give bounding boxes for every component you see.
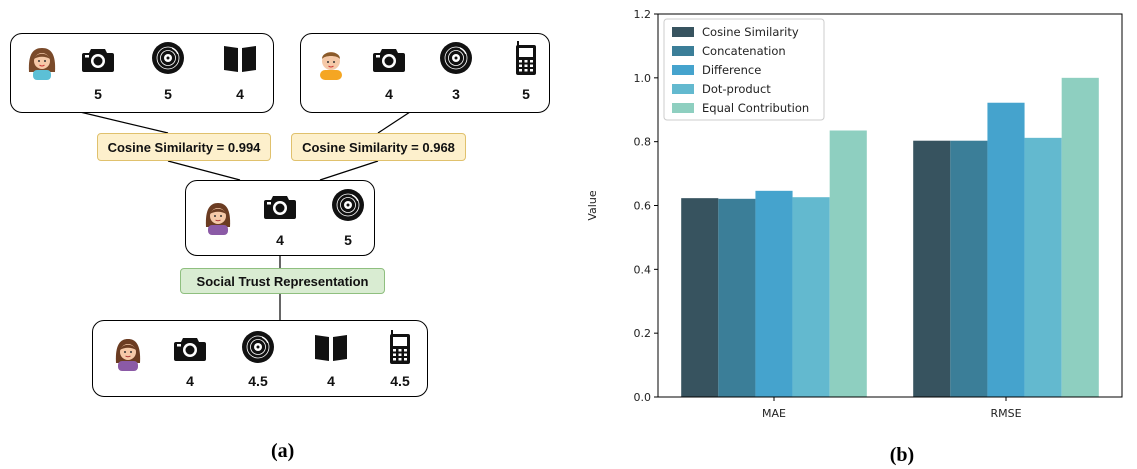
legend-entry: Difference — [702, 63, 761, 77]
legend-swatch — [672, 84, 694, 94]
item-rating: 4.5 — [390, 373, 410, 389]
y-tick-label: 0.0 — [634, 391, 652, 404]
camera-icon — [262, 187, 298, 223]
item-rating: 4 — [186, 373, 194, 389]
legend-swatch — [672, 103, 694, 113]
y-tick-label: 0.2 — [634, 327, 652, 340]
user1-box — [10, 33, 274, 113]
x-tick-label: MAE — [762, 407, 786, 420]
book-icon — [313, 329, 349, 365]
item-rating: 4 — [276, 232, 284, 248]
panel-b-caption: (b) — [890, 444, 914, 466]
legend-swatch — [672, 46, 694, 56]
woman-avatar-icon — [24, 44, 60, 80]
bar — [829, 130, 867, 397]
vinyl-record-icon — [150, 40, 186, 76]
bar — [1024, 137, 1062, 397]
user2-box — [300, 33, 550, 113]
legend-entry: Concatenation — [702, 44, 786, 58]
cosine-similarity-label-right: Cosine Similarity = 0.968 — [291, 133, 466, 161]
item-rating: 4.5 — [248, 373, 268, 389]
bar — [755, 190, 793, 397]
item-rating: 5 — [344, 232, 352, 248]
plot-frame — [657, 13, 1123, 398]
bar — [792, 197, 830, 397]
mobile-phone-icon — [508, 40, 544, 76]
target-user-avatar-icon — [200, 199, 236, 235]
target-user-avatar-icon — [110, 335, 146, 371]
y-tick-label: 0.4 — [634, 263, 652, 276]
cosine-similarity-label-left: Cosine Similarity = 0.994 — [97, 133, 271, 161]
y-tick-label: 0.6 — [634, 200, 652, 213]
item-rating: 4 — [327, 373, 335, 389]
vinyl-record-icon — [240, 329, 276, 365]
panel-a-caption: (a) — [271, 440, 295, 462]
legend-entry: Dot-product — [702, 82, 771, 96]
y-axis-label: Value — [586, 190, 599, 220]
item-rating: 4 — [236, 86, 244, 102]
legend-entry: Equal Contribution — [702, 101, 809, 115]
bar — [718, 198, 756, 397]
legend-entry: Cosine Similarity — [702, 25, 799, 39]
bar — [950, 140, 988, 397]
item-rating: 3 — [452, 86, 460, 102]
y-tick-label: 1.2 — [634, 8, 652, 21]
item-rating: 5 — [164, 86, 172, 102]
mobile-phone-icon — [382, 329, 418, 365]
book-icon — [222, 40, 258, 76]
bar — [987, 102, 1025, 397]
y-tick-label: 0.8 — [634, 136, 652, 149]
item-rating: 5 — [522, 86, 530, 102]
legend-box — [663, 18, 825, 121]
vinyl-record-icon — [438, 40, 474, 76]
panel-a-diagram: 5 5 4 4 3 5 4 5 4 4.5 4 4.5 Cosine Similarity = 0.9… — [0, 0, 560, 469]
y-tick-label: 1.0 — [634, 72, 652, 85]
social-trust-label: Social Trust Representation — [180, 268, 385, 294]
vinyl-record-icon — [330, 187, 366, 223]
legend-swatch — [672, 65, 694, 75]
camera-icon — [172, 329, 208, 365]
bar — [681, 198, 719, 397]
bar — [913, 140, 951, 397]
item-rating: 5 — [94, 86, 102, 102]
camera-icon — [371, 40, 407, 76]
man-avatar-icon — [313, 44, 349, 80]
bar — [1061, 77, 1099, 397]
camera-icon — [80, 40, 116, 76]
legend-swatch — [672, 27, 694, 37]
connector-lines — [79, 111, 411, 320]
item-rating: 4 — [385, 86, 393, 102]
panel-b-bar-chart: MAE RMSE 0.0 0.2 0.4 0.6 0.8 1.0 1.2 Value Cosine … — [586, 8, 1123, 466]
x-tick-label: RMSE — [990, 407, 1021, 420]
